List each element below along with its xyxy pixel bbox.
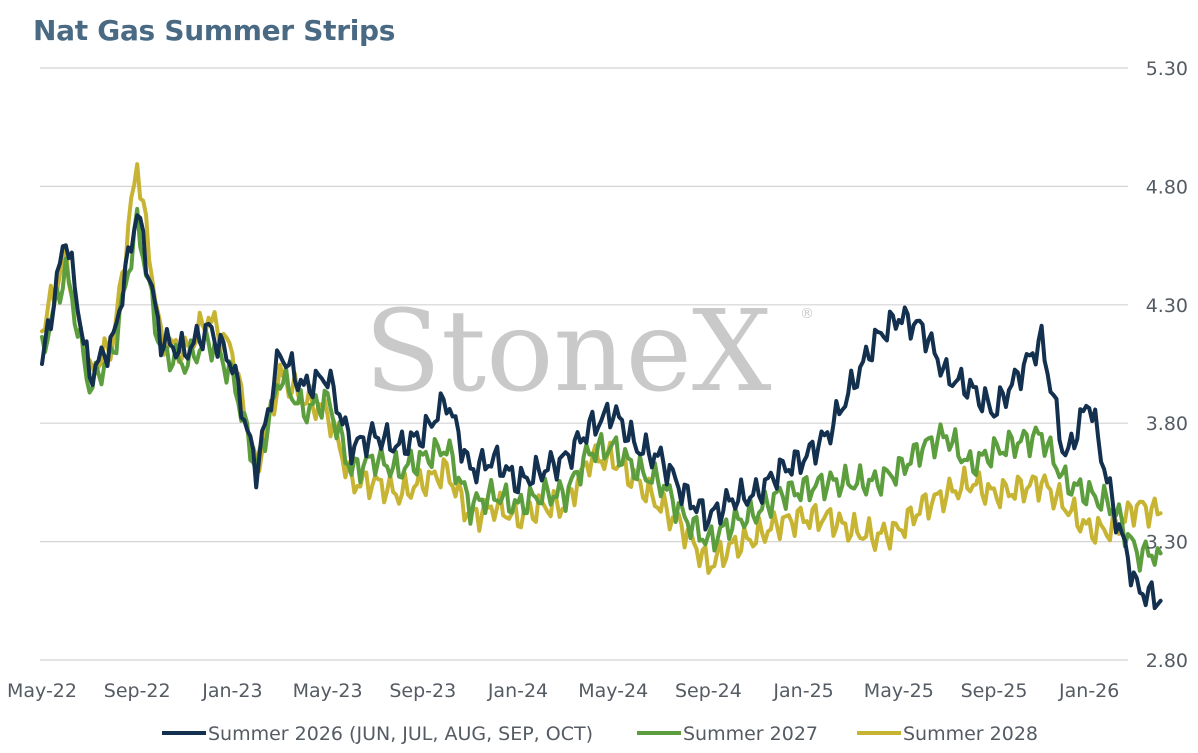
series-line-1	[40, 206, 1163, 573]
x-axis-ticks: May-22 Sep-22 Jan-23 May-23 Sep-23 Jan-24 May-…	[7, 680, 1119, 702]
legend-label-2: Summer 2028	[903, 723, 1038, 745]
series-line-2	[40, 162, 1163, 575]
x-tick-label: Jan-25	[772, 680, 833, 702]
x-tick-label: May-23	[293, 680, 363, 702]
y-tick-label: 3.80	[1146, 413, 1188, 435]
chart-title: Nat Gas Summer Strips	[33, 14, 396, 47]
x-tick-label: Sep-22	[104, 680, 171, 702]
y-tick-label: 2.80	[1146, 650, 1188, 672]
series-lines	[40, 162, 1163, 611]
y-tick-label: 4.30	[1146, 295, 1188, 317]
series-line-0	[40, 213, 1163, 611]
y-tick-label: 4.80	[1146, 176, 1188, 198]
x-tick-label: May-22	[7, 680, 77, 702]
x-tick-label: May-25	[864, 680, 934, 702]
x-tick-label: Jan-24	[487, 680, 548, 702]
watermark: StoneX ®	[364, 287, 814, 417]
legend: Summer 2026 (JUN, JUL, AUG, SEP, OCT) Sum…	[162, 723, 1038, 745]
y-axis-ticks: 5.30 4.80 4.30 3.80 3.30 2.80	[1146, 58, 1188, 672]
x-tick-label: Sep-23	[389, 680, 456, 702]
legend-label-1: Summer 2027	[683, 723, 818, 745]
x-tick-label: Sep-25	[961, 680, 1028, 702]
x-tick-label: Jan-23	[201, 680, 262, 702]
grid-lines	[40, 67, 1128, 661]
watermark-registered-mark: ®	[800, 306, 814, 322]
x-tick-label: Sep-24	[675, 680, 742, 702]
y-tick-label: 5.30	[1146, 58, 1188, 80]
y-tick-label: 3.30	[1146, 532, 1188, 554]
legend-label-0: Summer 2026 (JUN, JUL, AUG, SEP, OCT)	[208, 723, 593, 745]
x-tick-label: Jan-26	[1058, 680, 1119, 702]
x-tick-label: May-24	[578, 680, 648, 702]
watermark-text: StoneX	[364, 287, 772, 417]
